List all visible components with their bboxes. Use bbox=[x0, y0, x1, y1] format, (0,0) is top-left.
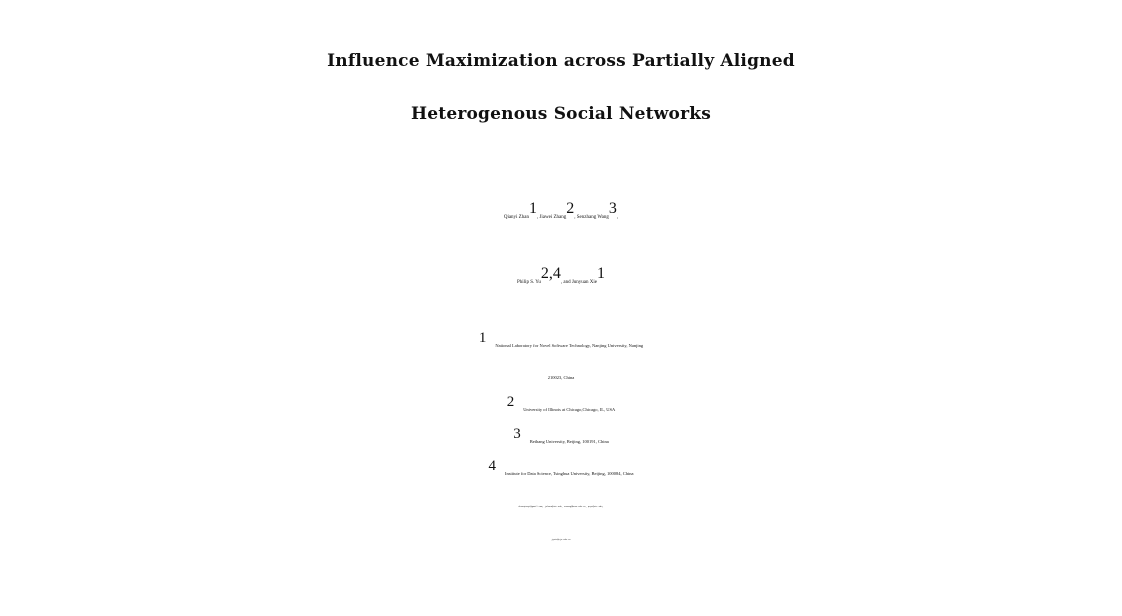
author-separator: , bbox=[616, 215, 619, 220]
author-name: Qianyi Zhan bbox=[503, 215, 529, 220]
affiliation-2: 2 University of Illinois at Chicago,Chica… bbox=[0, 394, 1122, 426]
affiliation-mark: 4 bbox=[488, 457, 496, 474]
author-separator: , bbox=[574, 215, 577, 220]
author-name: Jiawei Zhang bbox=[539, 215, 567, 220]
affiliation-mark: 1 bbox=[478, 329, 487, 346]
author-list-line-1: Qianyi Zhan1, Jiawei Zhang2, Senzhang Wa… bbox=[0, 200, 1122, 233]
author-separator: , bbox=[536, 215, 540, 220]
affiliation-mark: 3 bbox=[608, 200, 617, 218]
paper-title-line-2: Heterogenous Social Networks bbox=[411, 104, 711, 124]
author-list-line-2: Philip S. Yu2,4, and Junyuan Xie1 bbox=[0, 265, 1122, 298]
paper-title-line-1: Influence Maximization across Partially … bbox=[327, 51, 795, 71]
author-emails-line-2: jyxie@nju.edu.cn bbox=[551, 538, 571, 541]
affiliation-mark: 2 bbox=[506, 393, 515, 410]
affiliation-4: 4 Institute for Data Science, Tsinghua Un… bbox=[0, 458, 1122, 490]
affiliation-mark: 1 bbox=[528, 200, 537, 218]
affiliation-text: Beihang University, Beijing, 100191, Chi… bbox=[529, 439, 609, 444]
affiliation-text: Institute for Data Science, Tsinghua Uni… bbox=[504, 471, 634, 476]
author-name: Junyuan Xie bbox=[571, 280, 597, 285]
author-name: Senzhang Wang bbox=[576, 215, 609, 220]
affiliation-3: 3 Beihang University, Beijing, 100191, Ch… bbox=[0, 426, 1122, 458]
author-name: Philip S. Yu bbox=[517, 280, 541, 285]
affiliation-mark: 2 bbox=[566, 200, 575, 218]
affiliation-text: National Laboratory for Novel Software T… bbox=[495, 343, 644, 348]
affiliation-mark: 1 bbox=[596, 265, 605, 283]
affiliation-text: University of Illinois at Chicago,Chicag… bbox=[523, 407, 616, 412]
affiliation-1-continuation: 210023, China bbox=[547, 375, 575, 380]
affiliation-1: 1 National Laboratory for Novel Software … bbox=[0, 330, 1122, 362]
author-separator: , and bbox=[560, 280, 572, 285]
affiliation-mark: 3 bbox=[513, 425, 521, 442]
affiliation-mark: 2,4 bbox=[540, 265, 561, 283]
author-emails-line-1: zhanqianyi@gmail.com, jzhan9@uic.edu, sz… bbox=[518, 505, 604, 508]
